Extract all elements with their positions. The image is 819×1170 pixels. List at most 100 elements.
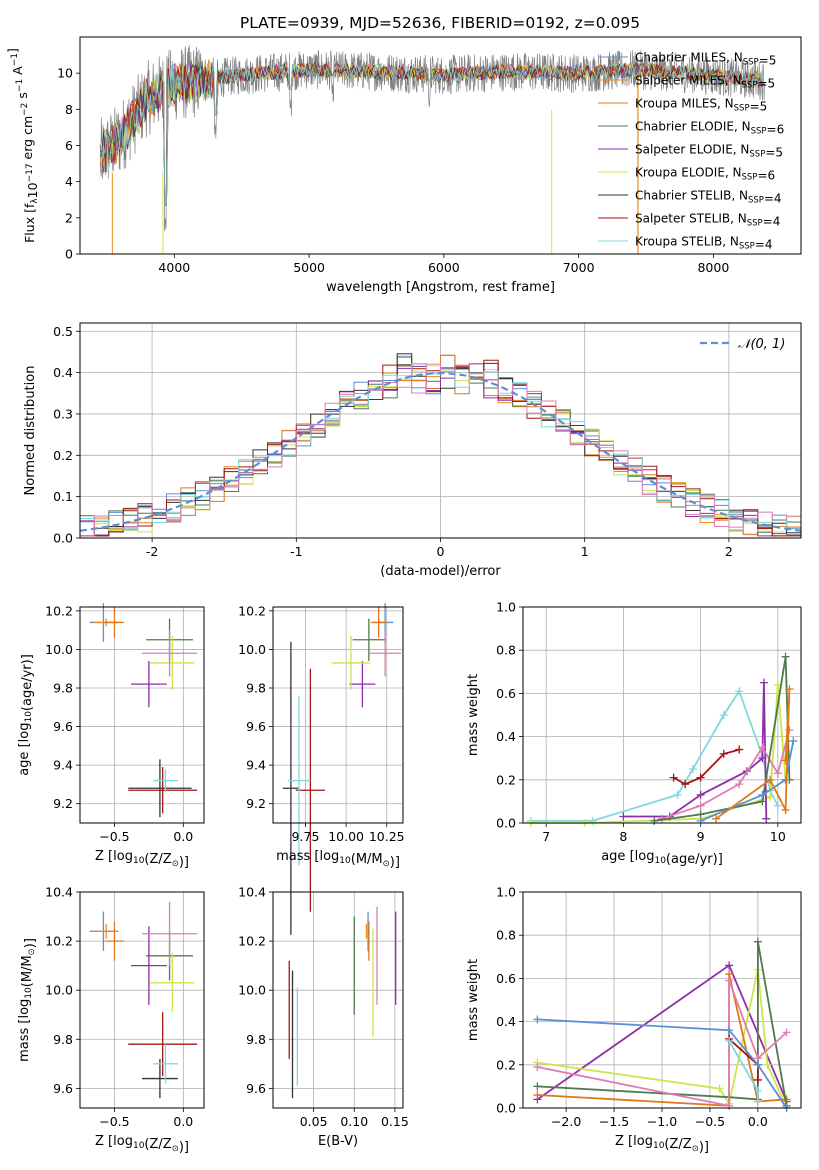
massweight-line bbox=[728, 1040, 759, 1102]
y-tick-label: 0.3 bbox=[53, 406, 73, 421]
label-part: )] bbox=[23, 938, 38, 948]
y-tick-label: 10.4 bbox=[238, 885, 266, 900]
massweight-marker bbox=[696, 773, 705, 782]
massweight-vs-metallicity-panel: −2.0 −1.5 −1.0 −0.5 0.0 0.0 0.2 0.4 0.6 0.8 1.0 Z [… bbox=[466, 885, 802, 1155]
age-vs-metallicity-panel: −0.5 0.09.29.49.69.810.010.2Z [log10(Z/Z⊙… bbox=[17, 603, 205, 870]
y-tick-label: 10.2 bbox=[45, 603, 73, 618]
label-part: )] bbox=[699, 1140, 709, 1155]
legend-label: Salpeter ELODIE, NSSP=5 bbox=[635, 143, 783, 160]
legend-label: Chabrier ELODIE, NSSP=6 bbox=[635, 120, 784, 137]
label-part: Salpeter ELODIE, N bbox=[635, 143, 749, 157]
massweight-line bbox=[700, 740, 795, 822]
massweight-marker bbox=[753, 1075, 762, 1084]
label-part: Kroupa MILES, N bbox=[635, 97, 734, 111]
label-part: Flux [f bbox=[22, 203, 37, 243]
label-part: =6 bbox=[767, 123, 785, 137]
massweight-marker bbox=[758, 743, 767, 752]
x-tick-label: −1.5 bbox=[599, 1114, 629, 1129]
x-tick-label: 0.0 bbox=[748, 1114, 768, 1129]
y-axis-label: Flux [fλ10−17 erg cm−2 s−1 A−1] bbox=[5, 48, 40, 243]
label-part: =4 bbox=[764, 192, 782, 206]
x-tick-label: 9.75 bbox=[292, 829, 320, 844]
massweight-marker bbox=[782, 1028, 791, 1037]
label-part: −1 bbox=[15, 79, 25, 92]
massweight-line bbox=[673, 748, 740, 786]
x-tick-label: −0.5 bbox=[99, 1114, 129, 1129]
label-part: (Z/Z bbox=[144, 1137, 171, 1152]
x-tick-label: 8 bbox=[619, 829, 627, 844]
label-part: (Z/Z bbox=[664, 1137, 691, 1152]
label-part: Chabrier ELODIE, N bbox=[635, 120, 751, 134]
y-tick-label: 10.0 bbox=[238, 642, 266, 657]
label-part: 10 bbox=[653, 1141, 665, 1151]
y-tick-label: 0.0 bbox=[53, 531, 73, 546]
x-axis-label: mass [log10(M/M⊙)] bbox=[276, 849, 400, 870]
y-tick-label: 6 bbox=[65, 138, 73, 153]
massweight-marker bbox=[762, 814, 771, 823]
massweight-marker bbox=[650, 816, 659, 825]
label-part: erg cm bbox=[20, 116, 35, 164]
y-tick-label: 0.4 bbox=[496, 1014, 516, 1029]
plot-frame bbox=[79, 891, 205, 1109]
x-tick-label: -1 bbox=[290, 544, 302, 559]
x-tick-label: −0.5 bbox=[99, 829, 129, 844]
x-tick-label: 0.0 bbox=[173, 1114, 193, 1129]
label-part: ⊙ bbox=[692, 1144, 699, 1154]
massweight-marker bbox=[696, 790, 705, 799]
x-tick-label: 0.10 bbox=[340, 1114, 368, 1129]
y-tick-label: 0.1 bbox=[53, 489, 73, 504]
plot-frame bbox=[272, 891, 404, 1109]
y-tick-label: 0.2 bbox=[53, 448, 73, 463]
label-part: Salpeter MILES, N bbox=[635, 74, 742, 88]
label-part: )] bbox=[390, 855, 400, 870]
massweight-marker bbox=[719, 749, 728, 758]
label-part: SSP bbox=[747, 219, 763, 229]
label-part: SSP bbox=[749, 150, 765, 160]
massweight-marker bbox=[673, 790, 682, 799]
y-tick-label: 0.8 bbox=[496, 928, 516, 943]
massweight-marker bbox=[758, 790, 767, 799]
plot-frame bbox=[79, 322, 802, 539]
massweight-marker bbox=[758, 754, 767, 763]
y-tick-label: 0.0 bbox=[496, 1101, 516, 1116]
y-tick-label: 9.2 bbox=[53, 796, 73, 811]
label-part: log bbox=[17, 723, 32, 743]
label-part: Z [ bbox=[95, 849, 113, 864]
y-tick-label: 9.4 bbox=[246, 758, 266, 773]
model-spectrum-line bbox=[99, 63, 764, 206]
y-tick-label: 9.8 bbox=[53, 1032, 73, 1047]
massweight-marker bbox=[753, 937, 762, 946]
y-tick-label: 9.2 bbox=[246, 796, 266, 811]
label-part: λ bbox=[30, 198, 40, 204]
x-axis-label: Z [log10(Z/Z⊙)] bbox=[95, 849, 189, 870]
y-tick-label: 0.0 bbox=[496, 816, 516, 831]
y-tick-label: 0.2 bbox=[496, 772, 516, 787]
massweight-marker bbox=[688, 765, 697, 773]
y-tick-label: 9.6 bbox=[53, 1081, 73, 1096]
massweight-marker bbox=[753, 1097, 762, 1106]
y-tick-label: 0.2 bbox=[496, 1057, 516, 1072]
label-part: 10 bbox=[24, 711, 34, 723]
label-part: A bbox=[10, 66, 25, 79]
label-part: SSP bbox=[751, 127, 767, 137]
label-part: log bbox=[633, 1134, 653, 1149]
y-axis-label: age [log10(age/yr)] bbox=[17, 654, 35, 776]
x-tick-label: 7000 bbox=[563, 260, 595, 275]
label-part: (age/yr)] bbox=[20, 654, 35, 711]
massweight-marker bbox=[681, 780, 690, 789]
y-tick-label: 4 bbox=[65, 174, 73, 189]
y-axis-label: Normed distribution bbox=[23, 366, 38, 496]
label-part: log bbox=[113, 849, 133, 864]
label-part: log bbox=[319, 849, 339, 864]
legend-label: Chabrier MILES, NSSP=5 bbox=[635, 51, 776, 68]
x-tick-label: 0 bbox=[437, 544, 445, 559]
massweight-marker bbox=[533, 1091, 542, 1100]
label-part: s bbox=[15, 92, 30, 103]
mass-vs-extinction-panel: 0.05 0.10 0.15 9.6 9.8 10.0 10.2 10.4 E(B-V) bbox=[238, 885, 409, 1150]
residual-histogram-line bbox=[80, 363, 801, 537]
x-axis-label: age [log10(age/yr)] bbox=[601, 849, 723, 867]
x-tick-label: 10 bbox=[770, 829, 786, 844]
label-part: Z [ bbox=[95, 1134, 113, 1149]
label-part: ⊙ bbox=[172, 1144, 179, 1154]
label-part: E(B-V) bbox=[318, 1134, 358, 1149]
